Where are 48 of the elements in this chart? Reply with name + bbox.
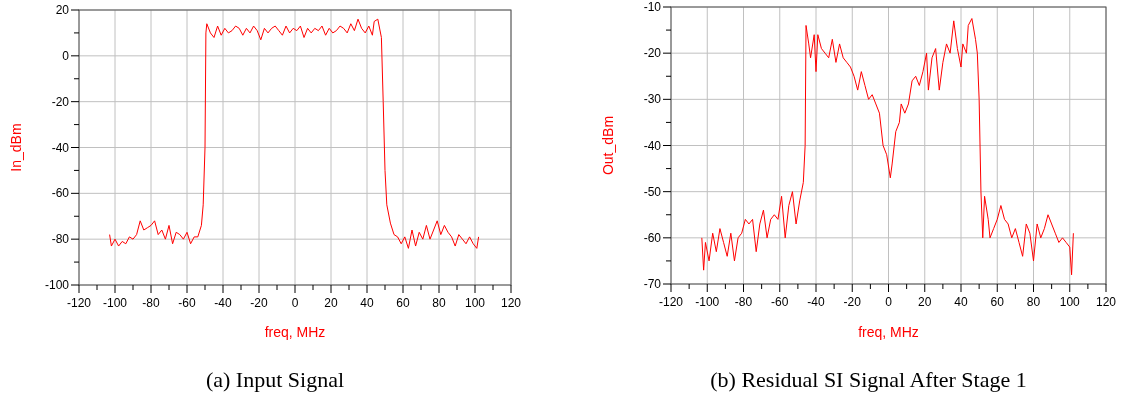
y-axis-title: Out_dBm — [600, 115, 616, 176]
y-tick-label: 20 — [55, 3, 70, 17]
x-axis-title: freq, MHz — [264, 324, 326, 340]
y-tick-label: -40 — [51, 140, 70, 155]
x-tick-label: -80 — [142, 296, 160, 310]
x-axis-title: freq, MHz — [858, 324, 919, 340]
text: (a) Input Signal — [205, 367, 345, 392]
y-axis-title: In_dBm — [8, 123, 24, 172]
x-tick-label: 80 — [432, 296, 446, 310]
y-tick-label: -60 — [51, 186, 70, 201]
x-tick-label: -120 — [66, 296, 92, 310]
x-tick-label: -60 — [178, 296, 196, 310]
x-tick-label: 80 — [1026, 295, 1041, 309]
x-tick-label: 60 — [396, 296, 410, 310]
y-tick-label: -70 — [643, 277, 662, 291]
x-tick-label: -60 — [771, 295, 789, 309]
y-tick-label: -20 — [643, 46, 662, 61]
x-tick-label: 60 — [990, 295, 1005, 309]
x-tick-label: -40 — [214, 296, 232, 310]
x-tick-label: -20 — [250, 296, 268, 310]
y-tick-label: -80 — [51, 232, 70, 247]
x-tick-label: 100 — [464, 296, 486, 310]
y-tick-label: -50 — [643, 184, 662, 199]
x-tick-label: 20 — [324, 296, 338, 310]
y-tick-label: -10 — [643, 0, 662, 14]
x-tick-label: 0 — [885, 295, 893, 309]
y-tick-label: 0 — [62, 48, 70, 63]
y-tick-label: -30 — [643, 92, 662, 107]
x-tick-label: -40 — [807, 295, 825, 309]
y-tick-label: -20 — [51, 94, 70, 109]
x-tick-label: 20 — [918, 295, 932, 309]
x-tick-label: -80 — [734, 295, 753, 309]
x-tick-label: 120 — [1095, 295, 1117, 309]
line-series — [701, 18, 1074, 276]
x-tick-label: 120 — [500, 296, 522, 310]
text: (b) Residual SI Signal After Stage 1 — [710, 367, 1027, 392]
x-tick-label: -100 — [695, 295, 720, 309]
y-tick-label: -60 — [643, 230, 662, 245]
y-tick-label: -100 — [44, 278, 70, 292]
x-tick-label: -20 — [843, 295, 862, 309]
x-tick-label: 40 — [954, 295, 968, 309]
y-tick-label: -40 — [643, 138, 662, 153]
x-tick-label: 40 — [360, 296, 374, 310]
x-tick-label: 0 — [291, 296, 299, 310]
x-tick-label: 100 — [1059, 295, 1081, 309]
x-tick-label: -100 — [102, 296, 128, 310]
x-tick-label: -120 — [658, 295, 684, 309]
line-series — [109, 18, 480, 249]
